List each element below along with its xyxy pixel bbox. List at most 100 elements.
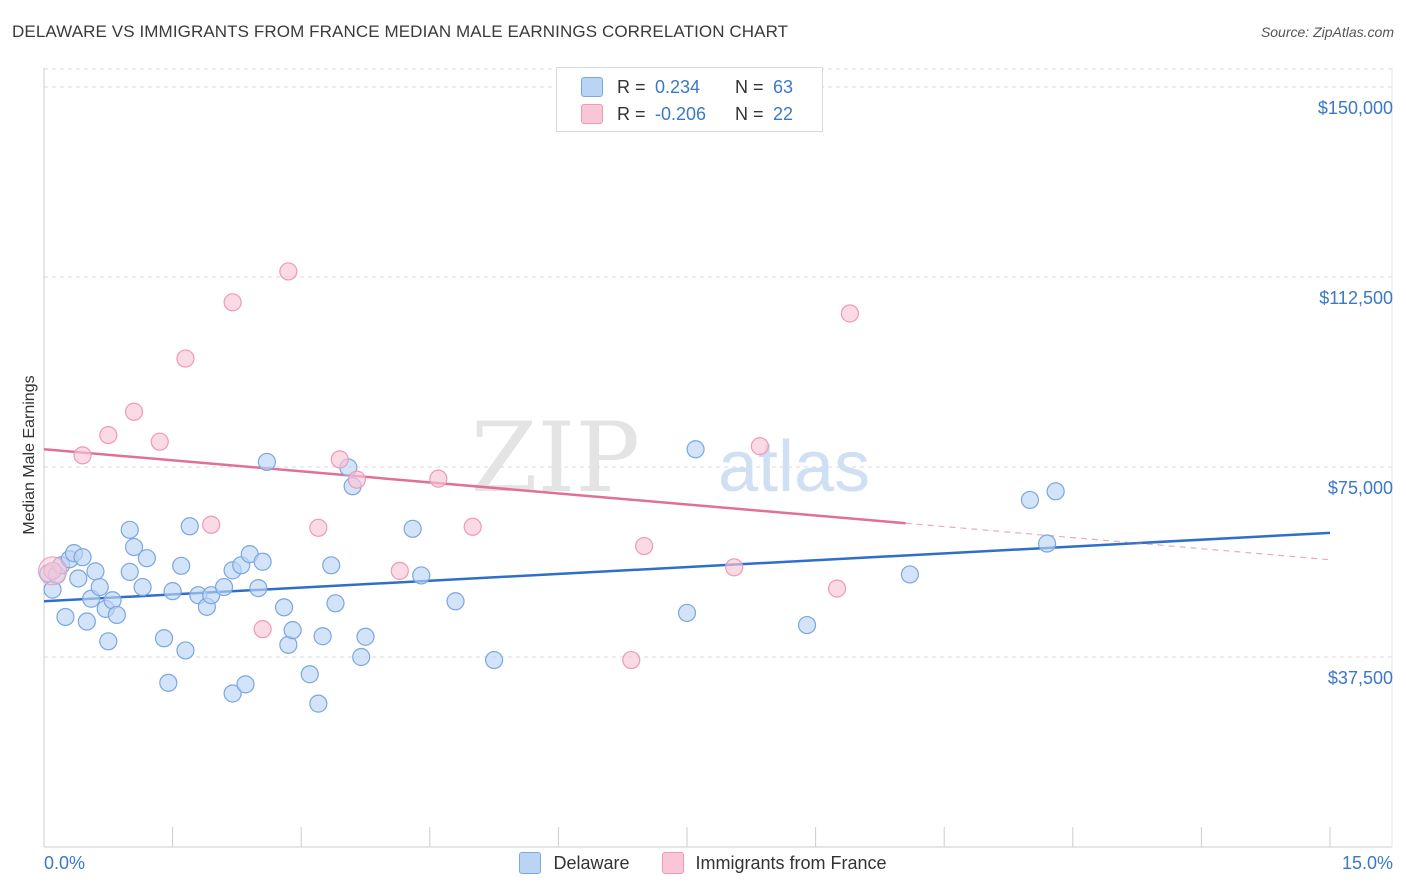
legend-label: Delaware <box>553 852 630 873</box>
delaware-point <box>124 537 144 557</box>
france-point <box>635 536 654 556</box>
x-tick-label: 0.0% <box>44 853 85 873</box>
france-point <box>223 293 242 312</box>
delaware-point <box>485 650 504 670</box>
series-legend: Delaware Immigrants from France <box>0 852 1406 874</box>
delaware-point <box>236 675 255 694</box>
watermark-atlas: atlas <box>718 427 870 507</box>
france-point <box>622 650 641 670</box>
stats-legend-row-delaware: R = 0.234 N = 63 <box>581 74 793 100</box>
delaware-point <box>223 684 242 703</box>
france-point <box>124 402 144 421</box>
delaware-point <box>180 517 199 536</box>
delaware-point <box>159 673 178 692</box>
france-point <box>43 561 62 580</box>
france-point <box>279 262 298 281</box>
y-tick-label: $112,500 <box>1319 288 1393 308</box>
france-point <box>347 470 367 489</box>
delaware-point <box>1020 490 1040 510</box>
delaware-point <box>322 556 341 575</box>
france-point <box>330 450 349 469</box>
france-point <box>827 579 847 598</box>
n-label: N = <box>735 76 764 97</box>
delaware-point <box>253 552 272 571</box>
delaware-point <box>137 549 156 568</box>
delaware-point <box>326 594 345 613</box>
source-label: Source: ZipAtlas.com <box>1260 24 1394 40</box>
axes <box>43 68 1393 848</box>
r-value: 0.234 <box>655 76 701 97</box>
delaware-point <box>412 566 431 585</box>
delaware-point <box>56 607 75 627</box>
france-point <box>463 517 482 536</box>
tick-labels: $37,500 $75,000 $112,500 $150,000 0.0% 15.0% <box>44 98 1393 873</box>
n-value: 22 <box>773 103 794 124</box>
y-tick-label: $37,500 <box>1328 668 1393 688</box>
y-tick-label: $150,000 <box>1318 98 1393 118</box>
france-point <box>202 515 221 534</box>
watermark-zip: ZIP <box>471 402 640 514</box>
delaware-swatch <box>581 77 603 97</box>
france-trendline <box>43 448 906 525</box>
legend-item-delaware[interactable]: Delaware <box>519 852 630 874</box>
delaware-point <box>214 577 234 597</box>
trendlines <box>43 448 1331 603</box>
france-point <box>150 432 169 451</box>
stats-legend: R = 0.234 N = 63 R = -0.206 N = 22 <box>556 67 823 132</box>
delaware-point <box>249 578 268 598</box>
n-label: N = <box>735 103 764 124</box>
delaware-point <box>202 586 221 605</box>
france-point <box>73 446 92 465</box>
legend-label: Immigrants from France <box>695 852 887 873</box>
delaware-point <box>176 641 195 660</box>
delaware-point <box>90 577 109 597</box>
delaware-point <box>1037 534 1057 553</box>
delaware-point <box>163 582 182 601</box>
chart-title: DELAWARE VS IMMIGRANTS FROM FRANCE MEDIA… <box>12 22 789 41</box>
delaware-point <box>352 647 371 667</box>
france-point <box>99 425 118 445</box>
france-point <box>309 518 328 537</box>
watermark: ZIP atlas <box>471 402 870 514</box>
delaware-swatch <box>519 852 542 874</box>
delaware-point <box>99 632 118 651</box>
france-trendline-extension <box>905 522 1331 561</box>
delaware-point <box>172 556 191 575</box>
delaware-point <box>446 592 465 611</box>
legend-item-france[interactable]: Immigrants from France <box>661 852 887 874</box>
france-point <box>176 349 195 368</box>
delaware-point <box>900 565 920 584</box>
france-point <box>840 304 859 323</box>
delaware-point <box>677 603 697 623</box>
delaware-point <box>309 694 328 713</box>
france-swatch <box>581 104 603 124</box>
delaware-point <box>1046 482 1065 501</box>
france-point <box>253 620 272 639</box>
delaware-point <box>120 562 139 581</box>
delaware-point <box>274 598 294 617</box>
france-point <box>725 558 744 577</box>
delaware-point <box>257 452 277 472</box>
france-point <box>750 437 769 456</box>
delaware-point <box>797 615 817 635</box>
delaware-point <box>313 627 332 646</box>
n-value: 63 <box>773 76 794 97</box>
delaware-point <box>686 440 705 459</box>
delaware-point <box>69 569 88 588</box>
delaware-point <box>356 627 375 646</box>
delaware-point <box>107 605 126 625</box>
data-points <box>38 262 1065 713</box>
delaware-point <box>283 621 302 640</box>
delaware-point <box>77 612 96 631</box>
delaware-point <box>133 577 152 597</box>
delaware-point <box>154 629 174 648</box>
france-point-large <box>38 556 68 586</box>
y-tick-label: $75,000 <box>1328 478 1393 498</box>
delaware-point <box>403 519 422 538</box>
france-point <box>390 561 409 580</box>
r-value: -0.206 <box>655 103 707 124</box>
r-label: R = <box>617 103 646 124</box>
x-tick-label: 15.0% <box>1342 853 1393 873</box>
y-axis-label: Median Male Earnings <box>21 375 38 535</box>
